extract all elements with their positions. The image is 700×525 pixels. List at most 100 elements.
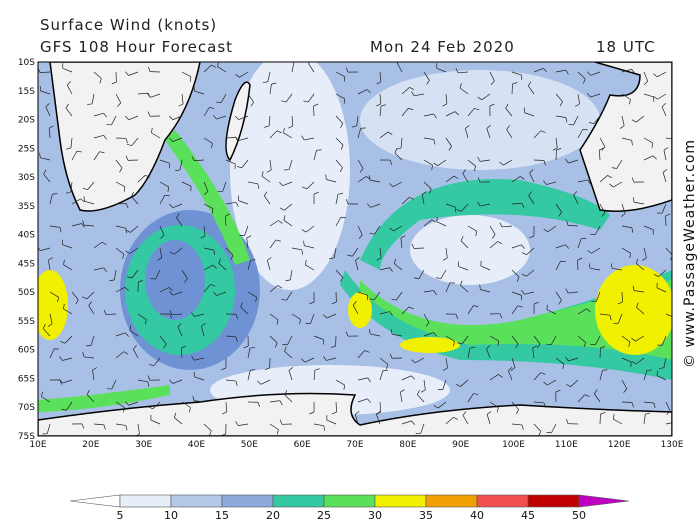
wind-barb <box>49 313 53 324</box>
barb-flag <box>433 405 439 409</box>
wind-barb <box>220 93 227 103</box>
barb-flag <box>477 156 481 162</box>
wind-barb <box>333 247 337 258</box>
wind-barb <box>621 357 632 363</box>
barb-flag <box>60 341 66 344</box>
barb-flag <box>266 169 272 173</box>
wind-barb <box>401 87 410 95</box>
wind-barb <box>401 306 410 315</box>
wind-barb <box>283 219 293 227</box>
barb-flag <box>538 431 542 436</box>
wind-barb <box>201 326 205 337</box>
wind-barb <box>665 422 672 425</box>
wind-barb <box>65 107 73 117</box>
wind-barb <box>550 335 557 345</box>
wind-barb <box>304 245 315 249</box>
barb-flag <box>103 113 107 118</box>
wind-barb <box>656 287 667 293</box>
lon-label: 110E <box>555 440 578 450</box>
barb-flag <box>281 298 287 301</box>
barb-flag <box>376 103 381 107</box>
lat-label: 75S <box>18 432 35 442</box>
wind-barb <box>400 137 403 148</box>
wind-barb <box>354 414 359 425</box>
wind-barb <box>357 89 368 95</box>
barb-flag <box>167 186 170 192</box>
wind-barb <box>445 357 448 368</box>
barb-flag <box>587 179 591 185</box>
wind-barb <box>594 393 601 403</box>
wind-barb <box>268 115 271 126</box>
wind-barb <box>172 313 183 316</box>
wind-barb <box>643 155 654 161</box>
barb-flag <box>331 301 337 305</box>
barb-flag <box>340 216 346 219</box>
barb-flag <box>191 312 195 317</box>
wind-barb <box>284 203 293 211</box>
wind-barb <box>533 423 542 432</box>
wind-barb <box>49 194 53 205</box>
barb-flag <box>521 203 525 209</box>
wind-barb <box>423 137 434 140</box>
latitude-labels: 10S 15S 20S 25S 30S 35S 40S 45S 50S 55S 60S 65S 70S 7… <box>18 58 35 442</box>
wind-barb <box>269 159 272 170</box>
barb-flag <box>426 80 430 85</box>
barb-flag <box>661 103 666 108</box>
wind-barb <box>269 335 278 344</box>
barb-flag <box>81 423 85 429</box>
lon-label: 120E <box>608 440 631 450</box>
barb-flag <box>257 380 262 385</box>
wind-barb <box>663 150 667 161</box>
wind-barb <box>618 313 623 324</box>
wind-barb <box>305 264 315 271</box>
barb-flag <box>123 407 125 413</box>
barb-flag <box>411 243 415 249</box>
wind-barb <box>621 247 631 254</box>
wind-barb <box>194 90 205 95</box>
barb-flag <box>499 222 503 228</box>
barb-flag <box>454 111 459 116</box>
barb-flag <box>125 332 129 337</box>
wind-barb <box>129 247 139 254</box>
barb-flag <box>565 158 569 164</box>
barb-flag <box>284 390 288 396</box>
barb-flag <box>250 259 256 261</box>
wind-barb <box>436 67 447 73</box>
barb-flag <box>520 176 525 180</box>
barb-flag <box>127 276 133 279</box>
barb-flag <box>477 201 481 207</box>
barb-flag <box>147 381 150 387</box>
wind-barb <box>460 203 469 212</box>
wind-barb <box>181 181 192 187</box>
wind-barb <box>486 128 491 139</box>
wind-barb <box>459 87 469 95</box>
barb-flag <box>45 103 50 108</box>
wind-barb <box>546 181 557 185</box>
wind-barb <box>511 335 519 345</box>
barb-flag <box>516 276 520 282</box>
barb-flag <box>496 407 499 413</box>
wind-barb <box>352 247 359 257</box>
lon-label: 20E <box>82 440 99 450</box>
wind-barb <box>643 137 653 144</box>
wind-barb <box>357 128 362 139</box>
barb-flag <box>540 130 546 133</box>
wind-barb <box>93 423 104 426</box>
barb-flag <box>101 241 107 246</box>
barb-flag <box>521 424 524 430</box>
barb-flag <box>433 139 436 145</box>
barb-flag <box>457 342 463 345</box>
barb-flag <box>133 345 137 350</box>
wind-barb <box>225 137 237 139</box>
barb-flag <box>609 315 612 321</box>
wind-barb <box>115 332 126 337</box>
barb-flag <box>235 421 239 426</box>
barb-flag <box>558 300 562 305</box>
wind-barb <box>49 348 55 359</box>
barb-flag <box>390 329 393 335</box>
barb-flag <box>67 81 71 86</box>
wind-barb <box>461 335 469 345</box>
wind-barb <box>247 260 251 271</box>
wind-barb <box>460 285 469 293</box>
wind-barb <box>555 93 563 102</box>
